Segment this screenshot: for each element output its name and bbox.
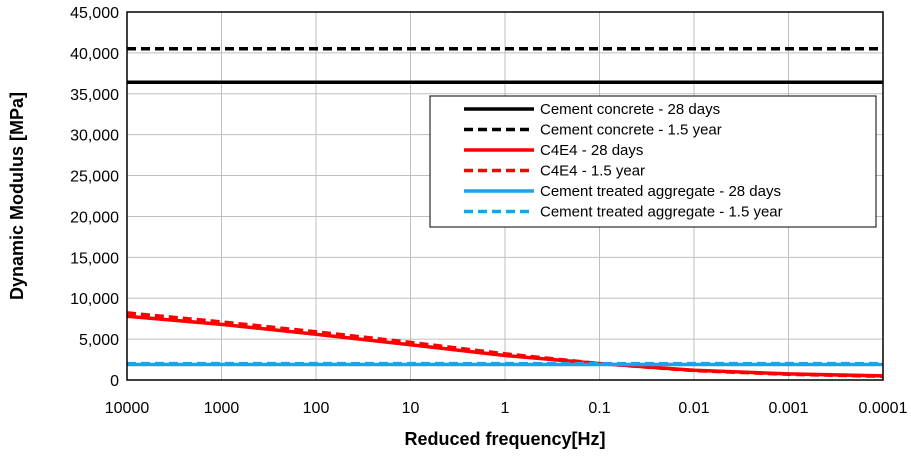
y-tick-label: 15,000 (70, 250, 119, 267)
y-tick-label: 10,000 (70, 291, 119, 308)
legend-label: Cement concrete - 1.5 year (540, 122, 722, 139)
y-axis-title: Dynamic Modulus [MPa] (7, 92, 27, 300)
x-tick-label: 100 (303, 400, 330, 417)
legend-label: Cement concrete - 28 days (540, 101, 720, 118)
plot-area-frame (126, 11, 884, 381)
y-tick-label: 20,000 (70, 209, 119, 226)
legend-label: Cement treated aggregate - 28 days (540, 183, 781, 200)
x-tick-label: 0.0001 (859, 400, 908, 417)
y-tick-label: 25,000 (70, 169, 119, 186)
x-tick-label: 1 (501, 400, 510, 417)
y-tick-label: 40,000 (70, 46, 119, 63)
x-tick-label: 1000 (204, 400, 240, 417)
x-tick-label: 10 (402, 400, 420, 417)
legend-label: C4E4 - 1.5 year (540, 163, 645, 180)
series-line-4 (126, 311, 884, 379)
y-tick-label: 45,000 (70, 5, 119, 22)
legend: Cement concrete - 28 days Cement concrete… (429, 95, 877, 228)
legend-box (429, 95, 877, 228)
y-tick-label: 30,000 (70, 128, 119, 145)
y-tick-label: 35,000 (70, 87, 119, 104)
y-tick-label: 0 (110, 373, 119, 390)
y-tick-label: 5,000 (79, 332, 119, 349)
legend-label: C4E4 - 28 days (540, 142, 643, 159)
series-lines (126, 47, 884, 379)
x-tick-label: 0.01 (678, 400, 709, 417)
x-tick-label: 0.001 (768, 400, 808, 417)
y-tick-labels: 0 5,000 10,000 15,000 20,000 25,000 30,000 35,0… (70, 5, 119, 390)
x-tick-label: 10000 (105, 400, 150, 417)
x-axis-title: Reduced frequency[Hz] (404, 429, 605, 449)
x-tick-label: 0.1 (588, 400, 610, 417)
legend-label: Cement treated aggregate - 1.5 year (540, 204, 783, 221)
x-tick-labels: 10000 1000 100 10 1 0.1 0.01 0.001 0.0001 (105, 400, 908, 417)
